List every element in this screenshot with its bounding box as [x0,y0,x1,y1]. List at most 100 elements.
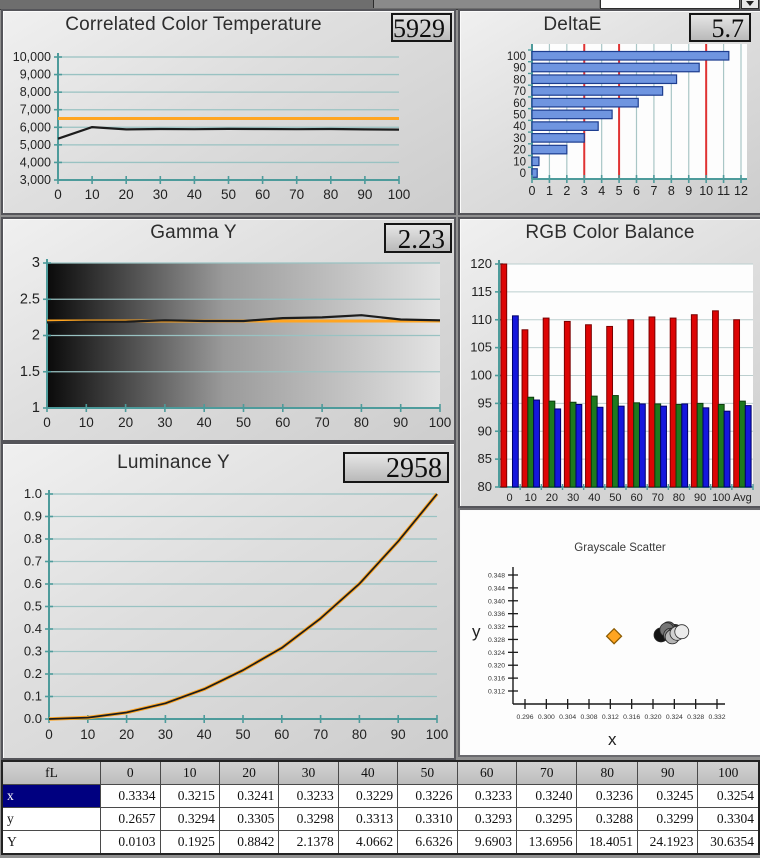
svg-text:5,000: 5,000 [20,138,51,152]
toolbar-field-remnant[interactable] [600,0,740,9]
gamma-value-badge: 2.23 [384,223,452,253]
svg-text:0.320: 0.320 [488,663,505,670]
table-cell: 0.3215 [159,784,220,808]
svg-text:9,000: 9,000 [20,68,51,82]
table-cell: 0.3229 [337,784,399,808]
svg-text:30: 30 [157,415,172,430]
svg-text:11: 11 [717,184,730,198]
svg-text:7: 7 [650,184,657,198]
svg-text:20: 20 [119,727,134,742]
table-column-header: 90 [636,760,699,785]
table-cell: 0.3288 [576,807,638,831]
svg-text:90: 90 [694,492,706,504]
svg-text:0.328: 0.328 [488,637,505,644]
table-cell: 0.8842 [218,830,280,855]
luminance-title: Luminance Y [117,452,230,473]
svg-text:30: 30 [513,133,526,145]
table-row-header[interactable]: Y [1,830,102,855]
svg-text:1.5: 1.5 [20,364,40,380]
svg-text:20: 20 [546,492,558,504]
scatter-chart: 0.312 0.316 0.320 0.324 0.328 0.332 0.336 0.340… [488,567,726,721]
table-cell: 6.6326 [397,830,458,855]
svg-text:20: 20 [118,415,133,430]
deltae-title: DeltaE [543,14,602,35]
deltae-panel: DeltaE 5.7 100 90 80 70 60 50 40 30 20 10 0 0 1 2 3 4 5 6… [458,9,760,215]
svg-text:120: 120 [470,256,492,271]
scatter-xlabel: x [608,730,617,749]
svg-text:100: 100 [712,492,730,504]
cct-panel: Correlated Color Temperature 5929 3,000 4… [1,9,456,215]
svg-text:1: 1 [32,400,40,416]
svg-text:10,000: 10,000 [13,50,51,64]
table-column-header: 80 [576,760,638,785]
svg-text:0.9: 0.9 [24,509,42,524]
table-cell: 0.3334 [100,784,161,808]
svg-text:4,000: 4,000 [20,155,51,169]
dropdown-arrow-button[interactable] [741,0,759,9]
table-cell: 0.3226 [397,784,458,808]
luminance-value-badge: 2958 [343,452,449,483]
svg-text:0: 0 [507,492,513,504]
svg-text:10: 10 [699,184,713,198]
table-cell: 0.0103 [100,830,161,855]
table-row: Y 0.0103 0.1925 0.8842 2.1378 4.0662 6.6326 9.6… [1,830,760,855]
svg-text:115: 115 [471,284,492,299]
table-cell: 0.3313 [337,807,399,831]
table-row: y 0.2657 0.3294 0.3305 0.3298 0.3313 0.3310 0.3… [1,807,760,831]
table-cell: 0.3304 [697,807,760,831]
svg-text:90: 90 [478,423,492,438]
table-column-header: 30 [278,760,339,785]
table-column-header: 20 [218,760,280,785]
cct-title: Correlated Color Temperature [65,14,322,35]
table-cell: 0.3245 [636,784,699,808]
svg-text:100: 100 [426,727,449,742]
table-cell: 0.3233 [278,784,339,808]
svg-text:10: 10 [513,156,526,168]
svg-text:80: 80 [478,479,492,494]
svg-text:50: 50 [221,187,236,202]
table-row-header[interactable]: y [1,807,102,831]
svg-text:0.328: 0.328 [687,714,704,721]
svg-text:40: 40 [197,415,212,430]
table-cell: 0.3241 [218,784,280,808]
luminance-chart: 0.0 0.1 0.2 0.3 0.4 0.5 0.6 0.7 0.8 0.9 1.0 0 10 20 30… [24,486,449,742]
svg-text:30: 30 [158,727,173,742]
svg-text:0.308: 0.308 [580,714,597,721]
svg-text:60: 60 [630,492,642,504]
svg-text:8,000: 8,000 [20,85,51,99]
svg-text:4: 4 [598,184,605,198]
svg-text:0.344: 0.344 [488,585,505,592]
svg-text:50: 50 [236,415,251,430]
gamma-panel: Gamma Y 2.23 1 1.5 2 2.5 3 0 10 20 30 40 50 60 70 80 9… [1,217,456,442]
gamma-chart: 11.522.530 10 20 30 40 50 60 70 80 90 100 [20,255,451,430]
scatter-title: Grayscale Scatter [574,542,666,554]
svg-text:0.312: 0.312 [488,689,505,696]
table-cell: 0.3295 [515,807,578,831]
svg-text:0.316: 0.316 [488,676,505,683]
rgb-balance-panel: RGB Color Balance 80 85 90 95 100 105 110 115 12… [458,217,760,508]
svg-text:0: 0 [45,727,53,742]
svg-text:20: 20 [119,187,134,202]
svg-text:70: 70 [652,492,664,504]
cct-value-badge: 5929 [391,13,452,42]
svg-text:10: 10 [85,187,100,202]
svg-text:100: 100 [388,187,411,202]
svg-text:40: 40 [197,727,212,742]
svg-text:0.300: 0.300 [538,714,555,721]
deltae-value-badge: 5.7 [689,13,751,42]
table-cell: 4.0662 [337,830,399,855]
svg-text:0.332: 0.332 [708,714,725,721]
svg-text:0.340: 0.340 [488,598,505,605]
svg-text:9: 9 [685,184,692,198]
table-cell: 0.3293 [456,807,517,831]
svg-text:0.324: 0.324 [488,650,505,657]
table-row-header[interactable]: x [1,784,102,808]
svg-text:40: 40 [187,187,202,202]
table-cell: 0.3294 [159,807,220,831]
svg-text:2.5: 2.5 [20,291,40,307]
svg-text:0.304: 0.304 [559,714,576,721]
svg-text:80: 80 [352,727,367,742]
svg-text:50: 50 [609,492,621,504]
